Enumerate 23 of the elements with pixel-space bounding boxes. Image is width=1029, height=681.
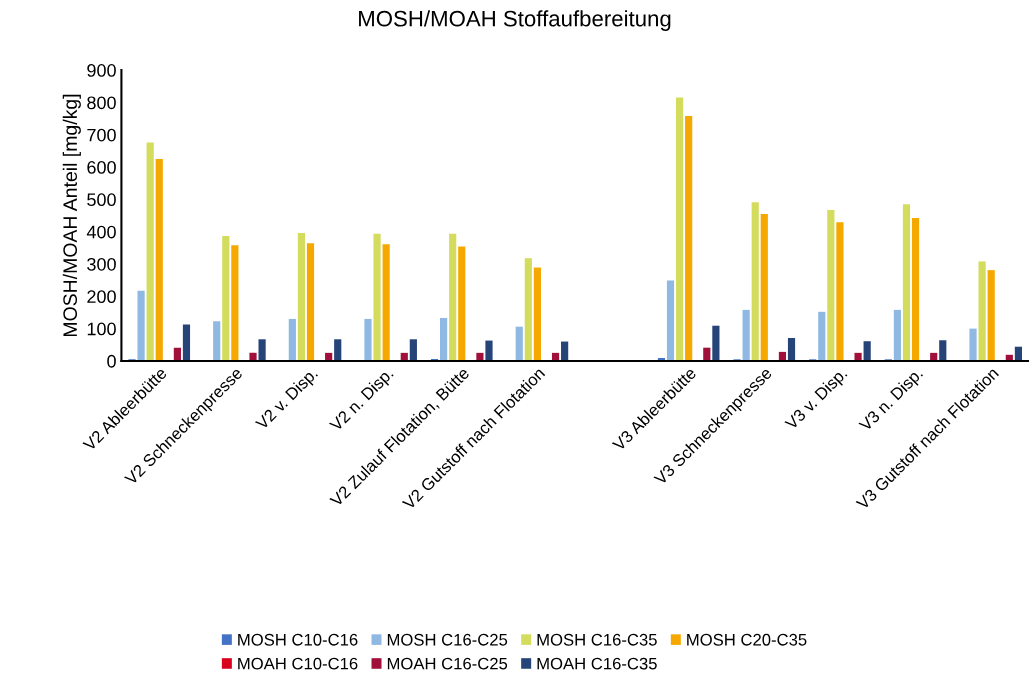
chart-title: MOSH/MOAH Stoffaufbereitung	[359, 10, 671, 31]
x-tick-label: V2 n. Disp.	[328, 366, 397, 435]
legend-label: MOAH C16-C25	[387, 657, 508, 670]
x-tick-label: V3 v. Disp.	[783, 366, 850, 433]
y-axis-title: MOSH/MOAH Anteil [mg/kg]	[62, 94, 81, 337]
legend-label: MOSH C20-C35	[687, 633, 807, 646]
y-tick-label: 900	[87, 64, 116, 77]
legend-label: MOAH C16-C35	[537, 657, 657, 670]
y-tick-label: 200	[87, 290, 116, 304]
y-tick-label: 800	[87, 96, 116, 110]
y-tick-label: 100	[87, 322, 116, 336]
x-tick-label: V3 n. Disp.	[857, 366, 926, 435]
y-tick-label: 600	[87, 161, 116, 174]
legend-label: MOAH C10-C16	[238, 657, 358, 670]
y-tick-label: 400	[86, 225, 116, 239]
y-tick-label: 500	[87, 193, 116, 207]
x-tick-label: V2 v. Disp.	[254, 366, 321, 433]
y-tick-label: 700	[87, 128, 116, 142]
legend-label: MOSH C16-C35	[537, 633, 657, 646]
y-tick-label: 0	[107, 354, 116, 368]
legend-label: MOSH C16-C25	[387, 633, 508, 646]
legend-label: MOSH C10-C16	[238, 633, 358, 646]
y-tick-label: 300	[87, 257, 116, 271]
